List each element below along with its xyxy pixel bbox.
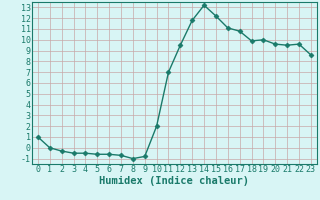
X-axis label: Humidex (Indice chaleur): Humidex (Indice chaleur) [100,176,249,186]
